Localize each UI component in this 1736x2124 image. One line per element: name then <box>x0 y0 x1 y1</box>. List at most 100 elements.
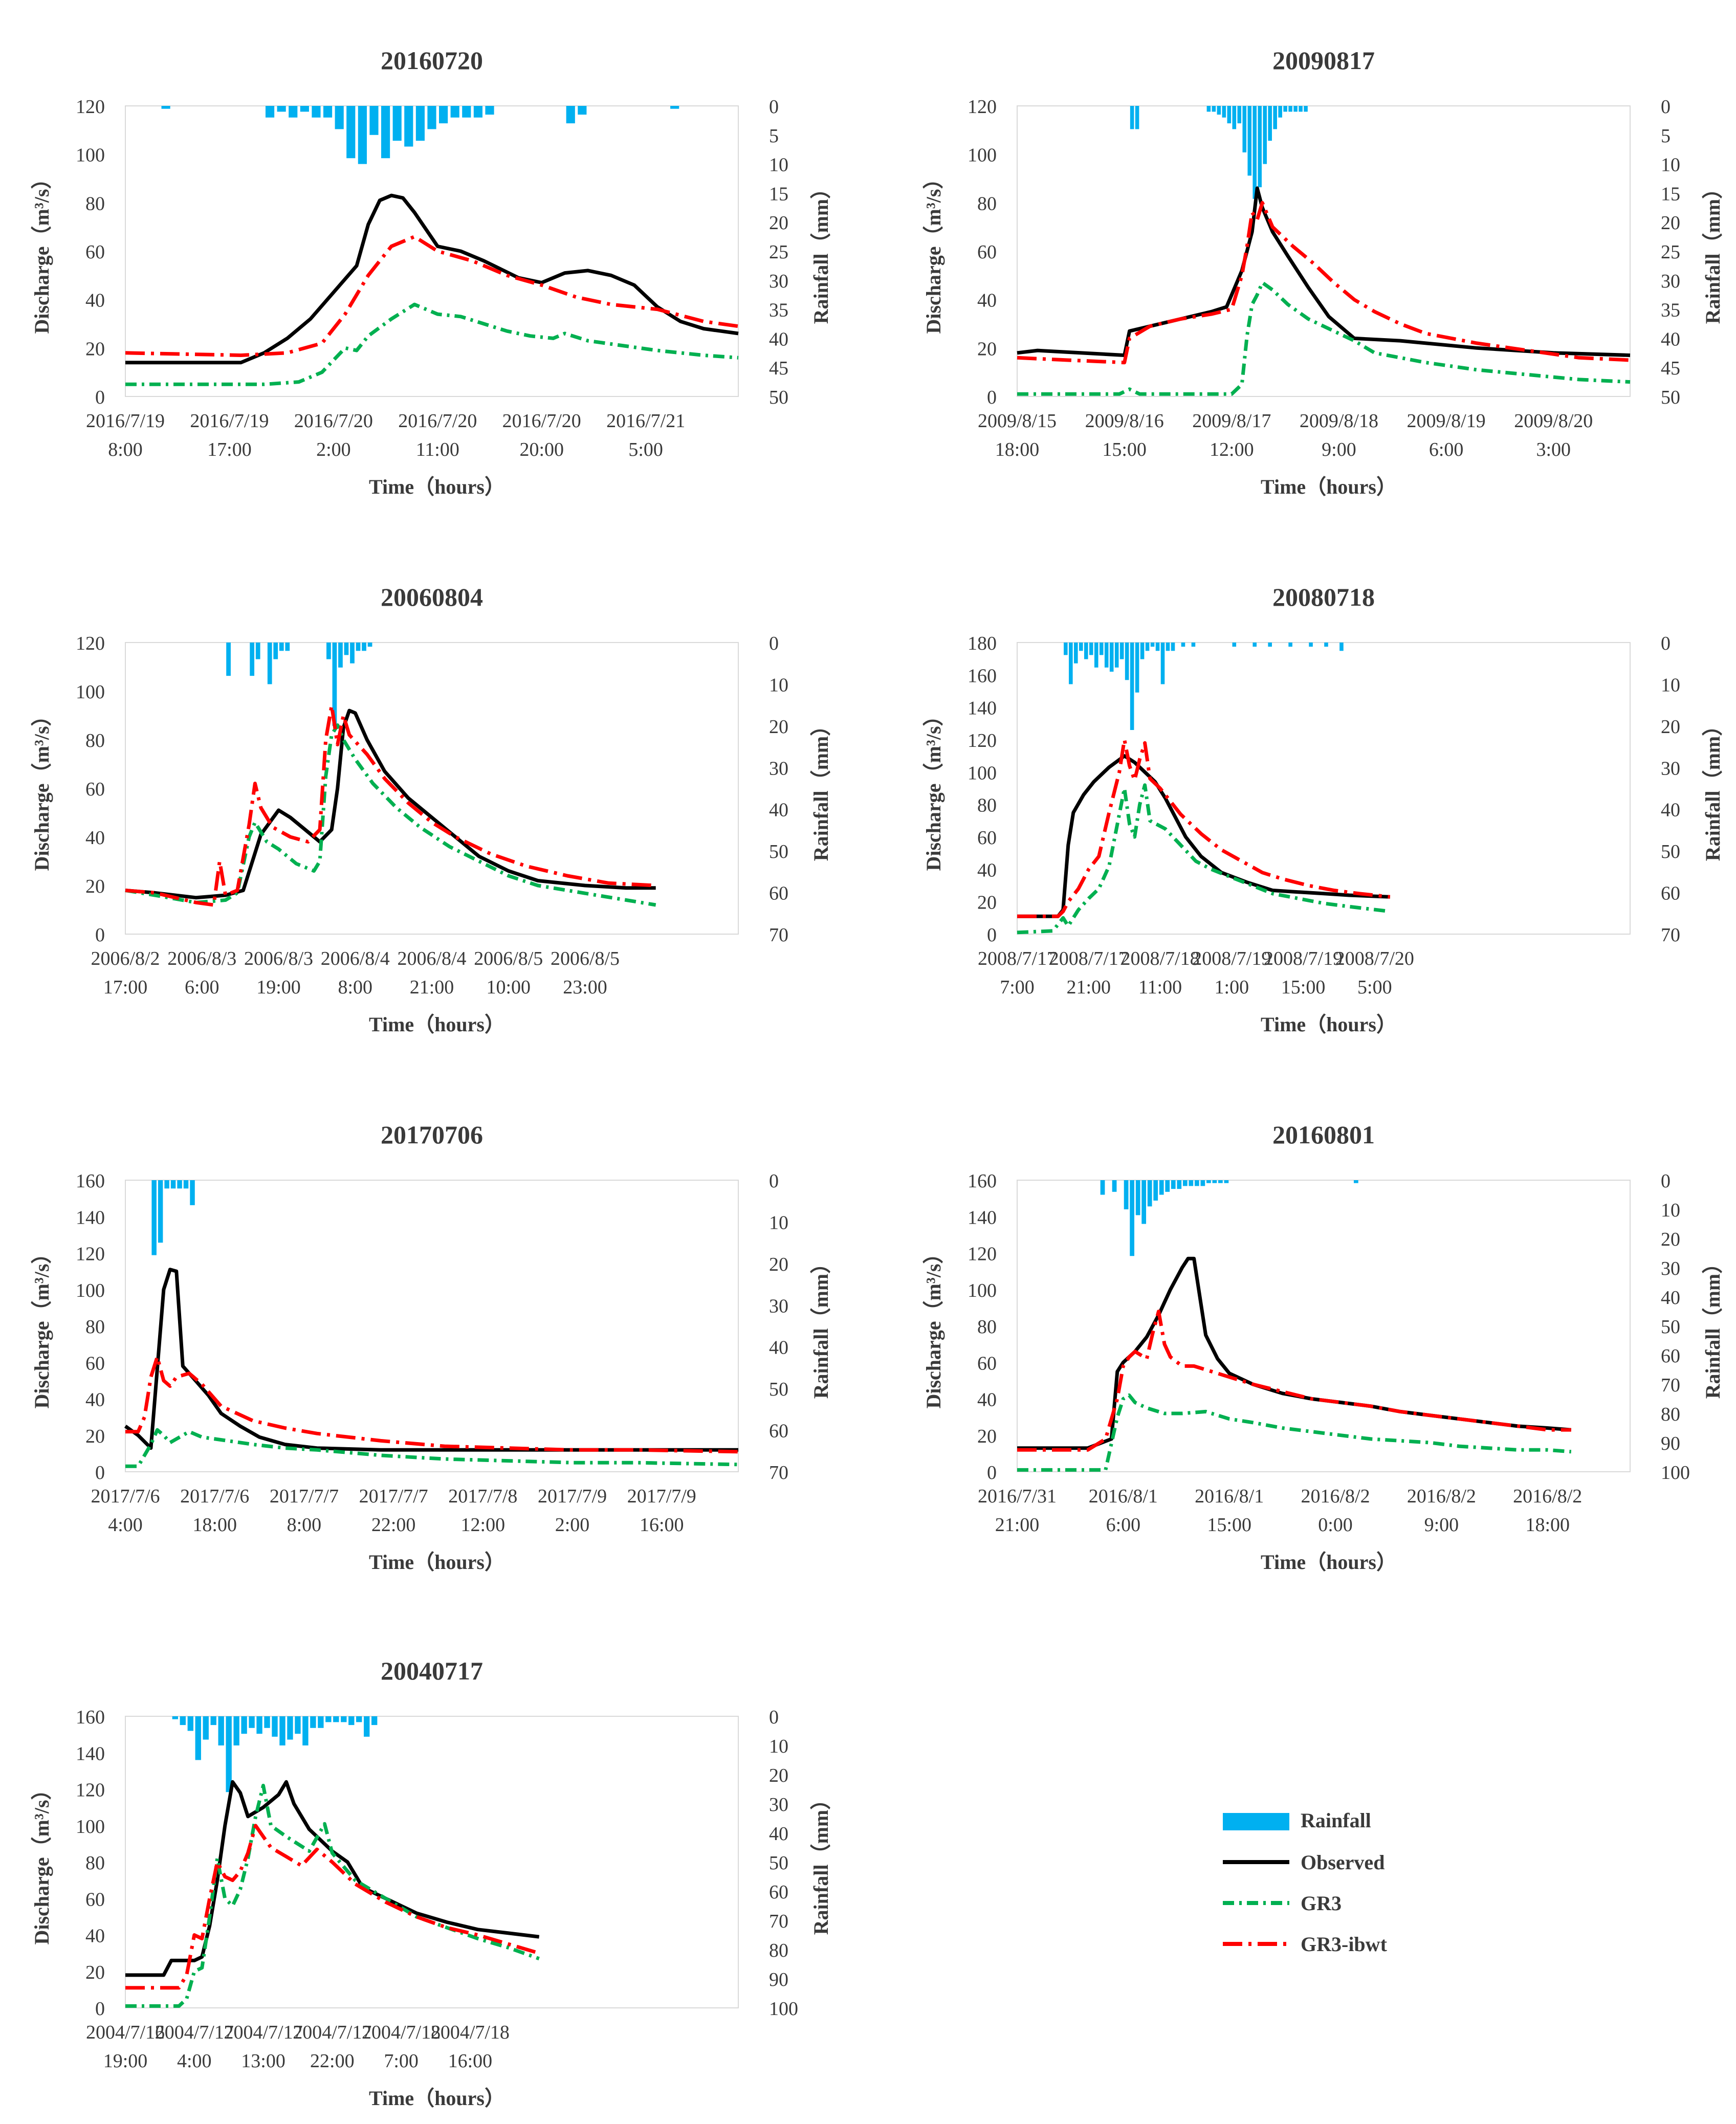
rainfall-bar <box>450 106 459 118</box>
rainfall-bar <box>332 643 337 726</box>
y-tick-label: 120 <box>76 633 105 654</box>
rainfall-bar <box>404 106 413 147</box>
y-tick-label: 60 <box>85 1353 105 1374</box>
rainfall-bar <box>1119 643 1124 659</box>
x-tick-label: 2:00 <box>316 439 351 460</box>
y2-tick-label: 25 <box>769 241 788 263</box>
y-tick-label: 20 <box>977 338 997 360</box>
rainfall-bar <box>1094 643 1098 668</box>
legend-observed-label: Observed <box>1301 1851 1385 1874</box>
series-line-gr3 <box>125 1783 540 2008</box>
chart-title: 20160720 <box>381 46 483 75</box>
y2-tick-label: 90 <box>1661 1433 1680 1454</box>
y-tick-label: 180 <box>968 633 997 654</box>
rainfall-bar <box>362 643 366 651</box>
rainfall-bar <box>1089 643 1093 655</box>
y2-tick-label: 30 <box>769 758 788 779</box>
rainfall-bar <box>183 1180 189 1189</box>
x-tick-label: 19:00 <box>103 2050 148 2072</box>
y2-tick-label: 80 <box>769 1940 788 1961</box>
x-tick-label: 20:00 <box>519 439 564 460</box>
x-tick-label: 22:00 <box>371 1514 416 1536</box>
y2-tick-label: 5 <box>769 125 779 147</box>
rainfall-bar <box>170 1180 176 1189</box>
rainfall-bar <box>1247 106 1252 176</box>
y-tick-label: 120 <box>76 1780 105 1801</box>
x-tick-label: 15:00 <box>1207 1514 1251 1536</box>
rainfall-bar <box>249 1716 255 1728</box>
x-axis-label: Time（hours） <box>1261 1551 1397 1574</box>
y-tick-label: 120 <box>76 96 105 118</box>
rainfall-bar <box>344 643 349 655</box>
rainfall-bar <box>1135 643 1139 693</box>
rainfall-bar <box>1227 106 1232 124</box>
rainfall-bar <box>341 1716 347 1722</box>
rainfall-bar <box>578 106 587 115</box>
rainfall-bar <box>226 643 231 676</box>
y-tick-label: 100 <box>968 1280 997 1301</box>
rainfall-bar <box>346 106 356 159</box>
x-tick-label: 2017/7/9 <box>538 1486 607 1507</box>
y-tick-label: 80 <box>977 1316 997 1338</box>
rainfall-bar <box>172 1716 179 1719</box>
legend: Rainfall Observed GR3 GR3-ibwt <box>1223 1809 1388 1956</box>
series-line-observed <box>125 709 656 900</box>
rainfall-bar <box>1084 643 1088 659</box>
y2-tick-label: 60 <box>769 883 788 904</box>
chart-panel-20170706: 20170706 0 20 40 60 80 100 120 140 160 0 10 20 30 40 50… <box>30 1120 832 1574</box>
x-axis-label: Time（hours） <box>1261 475 1397 498</box>
rainfall-bar <box>670 106 679 109</box>
plot-frame <box>125 1716 739 2008</box>
x-tick-label: 5:00 <box>1357 977 1392 998</box>
rainfall-bar <box>323 106 333 118</box>
series-line-gr3 <box>1017 281 1631 396</box>
rainfall-bar <box>264 1716 270 1728</box>
x-tick-label: 6:00 <box>1106 1514 1141 1536</box>
rainfall-bar <box>272 1716 278 1737</box>
y-tick-label: 120 <box>968 1244 997 1265</box>
y-tick-label: 0 <box>95 1998 105 2020</box>
x-tick-label: 13:00 <box>241 2050 285 2072</box>
rainfall-bar <box>1309 643 1313 647</box>
rainfall-bar <box>1293 106 1298 112</box>
y-tick-label: 100 <box>76 1280 105 1301</box>
y2-tick-label: 30 <box>769 271 788 292</box>
series-line-observed <box>125 193 739 365</box>
y-tick-label: 160 <box>76 1707 105 1728</box>
y-tick-label: 40 <box>85 1389 105 1411</box>
rainfall-bar <box>1206 106 1211 112</box>
series-line-gr3 <box>125 1428 739 1468</box>
series-line-gr3-ibwt <box>125 235 739 357</box>
chart-panel-20090817: 20090817 0 20 40 60 80 100 120 0 5 10 15 20 25 30 35 40 4… <box>922 46 1724 498</box>
rainfall-bar <box>1182 1180 1188 1186</box>
rainfall-bar <box>1189 1180 1194 1186</box>
rainfall-bar <box>265 106 275 118</box>
rainfall-bar <box>1339 643 1344 651</box>
y2-axis-label: Rainfall（mm） <box>1701 179 1724 324</box>
plot-frame <box>1017 1180 1631 1472</box>
rainfall-bar <box>325 1716 332 1722</box>
y-tick-label: 80 <box>977 795 997 816</box>
rainfall-bar <box>1304 106 1308 112</box>
x-tick-label: 22:00 <box>310 2050 355 2072</box>
y2-tick-label: 0 <box>769 96 779 118</box>
x-tick-label: 5:00 <box>628 439 663 460</box>
x-axis-label: Time（hours） <box>369 1013 505 1036</box>
x-tick-label: 23:00 <box>563 977 607 998</box>
y2-tick-label: 25 <box>1661 241 1680 263</box>
x-tick-label: 21:00 <box>410 977 454 998</box>
chart-panel-20060804: 20060804 0 20 40 60 80 100 120 0 10 20 30 40 50 60 70 20… <box>30 583 832 1036</box>
rainfall-bar <box>1217 106 1221 115</box>
y2-tick-label: 0 <box>769 1170 779 1192</box>
x-tick-label: 2004/7/18 <box>362 2022 441 2043</box>
x-tick-label: 2008/7/20 <box>1335 948 1414 969</box>
x-tick-label: 11:00 <box>1138 977 1182 998</box>
rainfall-bar <box>1171 643 1175 651</box>
series-line-gr3-ibwt <box>1017 738 1391 918</box>
x-tick-label: 2016/8/2 <box>1301 1486 1370 1507</box>
x-tick-label: 2006/8/3 <box>244 948 313 969</box>
rainfall-bar <box>279 1716 285 1745</box>
x-tick-label: 2004/7/17 <box>224 2022 302 2043</box>
rainfall-bar <box>381 106 390 159</box>
rainfall-bar <box>1140 643 1145 659</box>
